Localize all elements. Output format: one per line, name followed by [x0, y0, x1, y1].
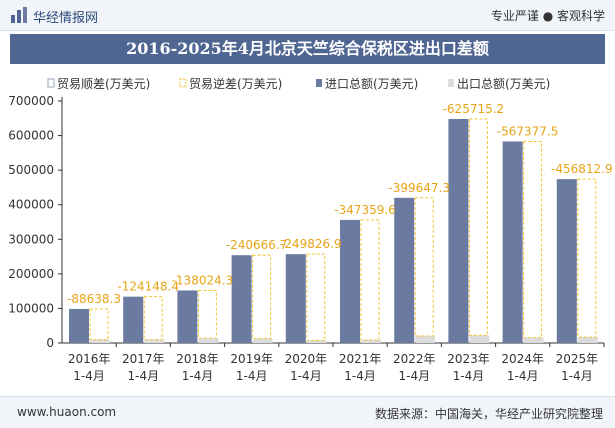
- deficit-bar: [306, 253, 326, 342]
- brand-name: 华经情报网: [33, 11, 99, 26]
- y-tick-label: 600000: [8, 129, 54, 143]
- deficit-data-label: -347359.6: [334, 203, 396, 217]
- export-bar: [415, 335, 436, 343]
- x-tick-label-year: 2016年: [68, 352, 111, 366]
- deficit-data-label: -88638.3: [67, 292, 121, 306]
- deficit-bar: [577, 178, 597, 338]
- y-tick-label: 0: [46, 336, 54, 350]
- export-bar: [144, 339, 165, 343]
- export-bar: [577, 337, 598, 343]
- footer-bar: www.huaon.com 数据来源：中国海关，华经产业研究院整理: [0, 396, 615, 428]
- x-tick-label-year: 2021年: [339, 352, 382, 366]
- import-bar: [231, 255, 252, 343]
- chart-area: 贸易顺差(万美元) 贸易逆差(万美元) 进口总额(万美元) 出口总额(万美元) …: [8, 76, 613, 383]
- x-tick-label-period: 1-4月: [290, 369, 322, 383]
- export-bar: [469, 335, 490, 343]
- import-bar: [394, 197, 415, 343]
- export-bar: [306, 340, 327, 343]
- deficit-bar: [468, 118, 488, 336]
- x-tick-label-year: 2018年: [176, 352, 219, 366]
- site-url: www.huaon.com: [17, 405, 117, 419]
- x-tick-label-year: 2023年: [447, 352, 490, 366]
- x-tick-label-period: 1-4月: [127, 369, 159, 383]
- y-tick-label: 100000: [8, 301, 54, 315]
- x-tick-label-year: 2025年: [556, 352, 599, 366]
- import-bar: [285, 254, 306, 343]
- deficit-data-label: -124148.4: [117, 280, 179, 294]
- x-tick-label-period: 1-4月: [561, 369, 593, 383]
- deficit-bar: [89, 308, 109, 341]
- import-bar: [69, 308, 89, 343]
- import-bar: [556, 179, 577, 343]
- y-tick-label: 400000: [8, 198, 54, 212]
- deficit-data-label: -138024.3: [172, 273, 234, 287]
- deficit-bar: [360, 219, 380, 341]
- export-bar: [523, 337, 544, 343]
- deficit-bar: [523, 140, 543, 339]
- x-tick-label-period: 1-4月: [236, 369, 268, 383]
- x-tick-label-period: 1-4月: [73, 369, 105, 383]
- export-bar: [90, 339, 110, 343]
- legend-label-exports: 出口总额(万美元): [457, 77, 550, 91]
- deficit-bar: [197, 289, 217, 339]
- x-tick-label-year: 2019年: [230, 352, 273, 366]
- x-tick-label-year: 2022年: [393, 352, 436, 366]
- legend-swatch-exports: [448, 79, 454, 87]
- deficit-data-label: -625715.2: [443, 102, 505, 116]
- data-source: 数据来源：中国海关，华经产业研究院整理: [374, 407, 603, 421]
- legend: 贸易顺差(万美元) 贸易逆差(万美元) 进口总额(万美元) 出口总额(万美元): [47, 76, 550, 91]
- export-bar: [252, 338, 273, 343]
- deficit-data-label: -249826.9: [280, 237, 342, 251]
- y-tick-label: 200000: [8, 267, 54, 281]
- legend-swatch-imports: [316, 79, 322, 87]
- x-tick-label-year: 2020年: [285, 352, 328, 366]
- import-bar: [177, 290, 198, 343]
- legend-label-imports: 进口总额(万美元): [325, 77, 418, 91]
- x-tick-label-year: 2024年: [501, 352, 544, 366]
- deficit-bar: [414, 197, 434, 337]
- deficit-bar: [252, 254, 272, 339]
- x-tick-label-period: 1-4月: [182, 369, 214, 383]
- export-bar: [361, 340, 381, 343]
- legend-label-surplus: 贸易顺差(万美元): [57, 77, 150, 91]
- chart-title: 2016-2025年4月北京天竺综合保税区进出口差额: [10, 34, 605, 64]
- import-bar: [448, 118, 469, 343]
- x-tick-label-period: 1-4月: [344, 369, 376, 383]
- x-tick-label-period: 1-4月: [398, 369, 430, 383]
- export-bar: [198, 338, 219, 343]
- import-bar: [123, 296, 144, 343]
- deficit-data-label: -456812.9: [551, 162, 613, 176]
- deficit-data-label: -567377.5: [497, 124, 559, 138]
- legend-label-deficit: 贸易逆差(万美元): [189, 76, 282, 91]
- deficit-data-label: -240666.7: [226, 238, 288, 252]
- y-tick-label: 700000: [8, 94, 54, 108]
- y-tick-label: 500000: [8, 163, 54, 177]
- x-tick-label-year: 2017年: [122, 352, 165, 366]
- x-tick-label-period: 1-4月: [453, 369, 485, 383]
- import-bar: [340, 219, 360, 343]
- bar-chart-logo-icon: [11, 7, 27, 23]
- deficit-bar: [143, 296, 163, 341]
- header-bar: 华经情报网 专业严谨 ● 客观科学: [0, 0, 615, 31]
- y-tick-label: 300000: [8, 232, 54, 246]
- deficit-data-label: -399647.3: [388, 181, 450, 195]
- legend-swatch-surplus: [47, 78, 55, 88]
- legend-swatch-deficit: [179, 78, 187, 88]
- x-tick-label-period: 1-4月: [507, 369, 539, 383]
- tagline: 专业严谨 ● 客观科学: [490, 9, 605, 23]
- import-bar: [502, 141, 523, 343]
